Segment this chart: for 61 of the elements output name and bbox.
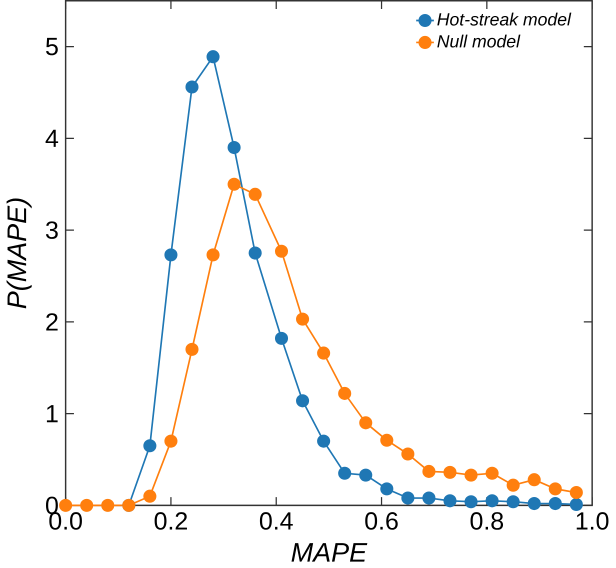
point <box>464 495 478 508</box>
point <box>296 394 310 408</box>
point <box>185 342 199 356</box>
x-tick-label: 0.2 <box>154 512 187 530</box>
legend-label: Hot-streak model <box>437 12 572 26</box>
y-tick-label: 0 <box>46 496 58 514</box>
point <box>228 140 241 154</box>
point <box>422 464 436 478</box>
point <box>248 188 262 201</box>
point <box>401 447 414 460</box>
point <box>359 416 372 430</box>
x-tick-label: 0.0 <box>49 512 82 530</box>
point <box>143 439 156 452</box>
y-tick-label: 3 <box>46 221 58 239</box>
point <box>338 466 352 480</box>
x-tick-label: 0.4 <box>260 512 293 530</box>
point <box>506 495 520 508</box>
legend-label: Null model <box>437 34 520 48</box>
point <box>185 80 199 94</box>
point <box>248 246 262 260</box>
x-axis-title: MAPE <box>292 542 368 562</box>
point <box>570 498 583 511</box>
point <box>274 332 288 345</box>
point <box>506 478 520 492</box>
point <box>380 482 394 496</box>
point <box>206 248 220 262</box>
point <box>464 468 478 482</box>
x-tick-label: 1.0 <box>576 512 608 530</box>
point <box>548 482 562 496</box>
point <box>422 491 436 504</box>
point <box>80 498 94 512</box>
point <box>296 312 310 326</box>
point <box>338 386 352 400</box>
y-tick-label: 5 <box>46 38 58 56</box>
point <box>486 494 499 508</box>
point <box>401 491 414 504</box>
point <box>317 434 330 448</box>
point <box>570 486 583 499</box>
point <box>274 244 288 258</box>
point <box>528 496 541 510</box>
point <box>443 466 457 479</box>
point <box>548 496 562 510</box>
x-tick-label: 0.6 <box>365 512 398 530</box>
point <box>317 346 330 360</box>
y-tick-label: 4 <box>46 130 58 147</box>
point <box>380 434 394 447</box>
point <box>486 466 499 480</box>
point <box>206 50 220 64</box>
point <box>443 494 457 508</box>
point <box>228 178 241 191</box>
point <box>164 248 178 262</box>
point <box>143 490 156 503</box>
x-tick-label: 0.8 <box>470 512 504 530</box>
point <box>528 473 541 486</box>
point <box>101 498 114 512</box>
point <box>164 434 178 448</box>
point <box>59 498 72 512</box>
y-tick-label: 2 <box>46 313 58 330</box>
point <box>359 468 372 482</box>
y-tick-label: 1 <box>46 404 58 422</box>
y-axis-title: P(MAPE) <box>6 198 32 308</box>
